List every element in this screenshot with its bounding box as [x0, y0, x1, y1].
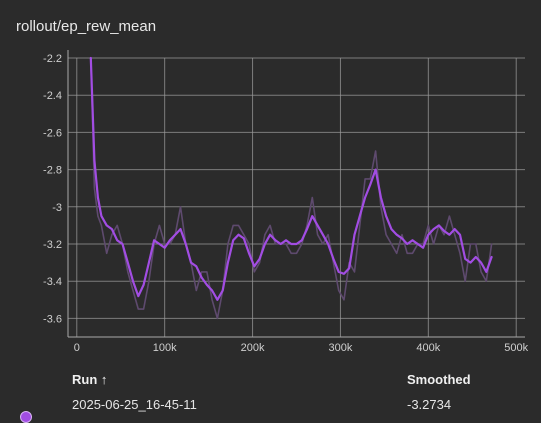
y-tick-labels: -2.2 -2.4 -2.6 -2.8 -3 -3.2 -3.4 -3.6: [43, 53, 62, 325]
run-legend-table: Run ↑ Smoothed 2025-06-25_16-45-11 -3.27…: [0, 365, 541, 423]
y-tick-label: -2.6: [43, 127, 62, 139]
axes: [67, 50, 525, 338]
x-tick-label: 200k: [241, 342, 265, 354]
y-tick-label: -3.4: [43, 276, 62, 288]
line-chart[interactable]: -2.2 -2.4 -2.6 -2.8 -3 -3.2 -3.4 -3.6 0 100k 200k…: [0, 40, 541, 358]
y-tick-label: -3.6: [43, 313, 62, 325]
run-smoothed-value: -3.2734: [407, 397, 452, 412]
y-tick-label: -2.2: [43, 53, 62, 65]
raw-series-line: [90, 57, 493, 320]
x-tick-label: 500k: [504, 342, 528, 354]
y-tick-label: -2.4: [43, 90, 62, 102]
y-tick-label: -3.2: [43, 239, 62, 251]
x-tick-labels: 0 100k 200k 300k 400k 500k: [74, 342, 529, 354]
x-tick-label: 0: [74, 342, 80, 354]
x-tick-label: 300k: [329, 342, 353, 354]
smoothed-column-header[interactable]: Smoothed: [407, 372, 471, 387]
x-tick-label: 400k: [416, 342, 440, 354]
run-column-header[interactable]: Run ↑: [72, 372, 108, 387]
run-color-dot-icon[interactable]: [20, 411, 32, 423]
chart-title: rollout/ep_rew_mean: [16, 18, 157, 35]
grid-lines: [68, 57, 525, 337]
y-tick-label: -3: [52, 202, 62, 214]
run-name: 2025-06-25_16-45-11: [72, 397, 197, 412]
smoothed-series-line: [89, 56, 493, 301]
y-tick-label: -2.8: [43, 165, 62, 177]
x-tick-label: 100k: [153, 342, 177, 354]
series-lines: [89, 56, 493, 320]
